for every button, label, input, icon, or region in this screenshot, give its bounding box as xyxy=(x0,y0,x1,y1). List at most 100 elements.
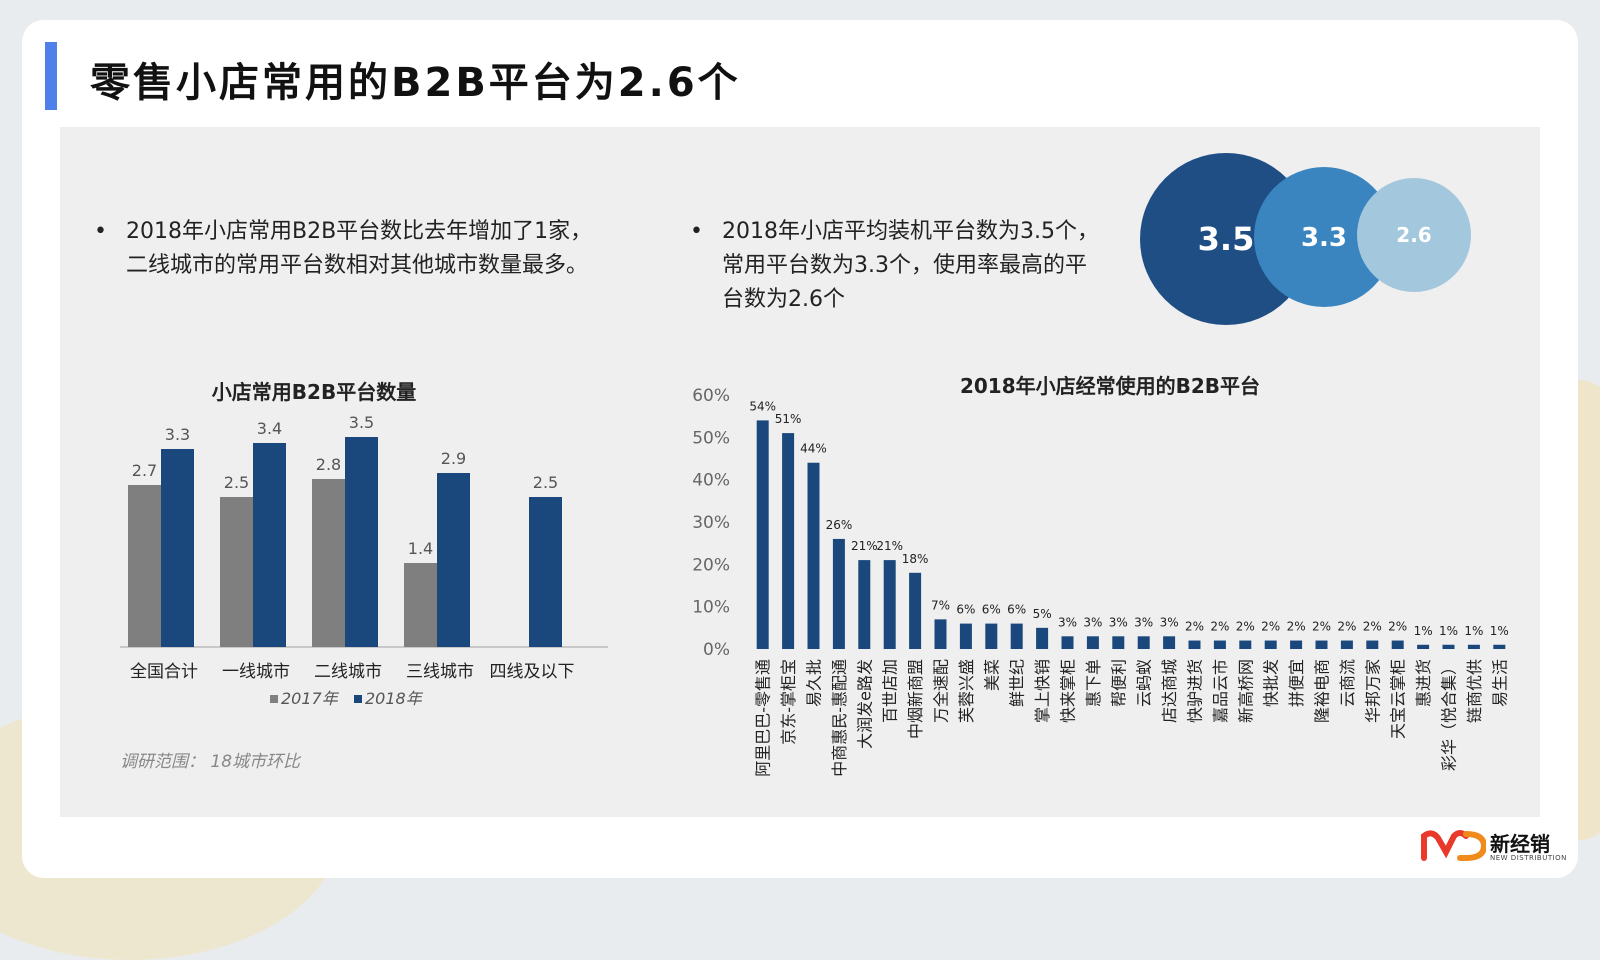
x-tick-label: 拼便宜 xyxy=(1287,659,1306,707)
data-label: 54% xyxy=(749,399,776,413)
data-label: 3% xyxy=(1109,615,1128,629)
data-label: 6% xyxy=(1007,603,1026,617)
bubble-3 xyxy=(1357,178,1471,292)
page-title: 零售小店常用的B2B平台为2.6个 xyxy=(90,60,741,106)
x-tick-label: 大润发e路发 xyxy=(855,659,874,749)
x-tick-label: 美菜 xyxy=(982,659,1001,691)
data-label: 26% xyxy=(826,518,853,532)
bullet-mark: • xyxy=(94,219,107,244)
logo-icon xyxy=(1421,830,1488,861)
x-tick-label: 中烟新商盟 xyxy=(906,659,925,739)
bubble-2 xyxy=(1254,167,1394,307)
bar-2018年-二线城市 xyxy=(345,437,378,647)
x-tick-label: 帮便利 xyxy=(1109,659,1128,707)
data-label: 3% xyxy=(1160,615,1179,629)
x-tick-label: 百世店加 xyxy=(881,659,900,723)
x-tick-label: 链商优供 xyxy=(1465,659,1484,723)
bar-大润发e路发 xyxy=(858,560,871,649)
bar-2017年-三线城市 xyxy=(404,563,437,647)
data-label: 2% xyxy=(1388,620,1407,634)
slide-card: 零售小店常用的B2B平台为2.6个 • 2018年小店常用B2B平台数比去年增加… xyxy=(22,20,1578,878)
y-tick-label: 30% xyxy=(692,513,730,533)
legend-label: 2017年 xyxy=(281,689,340,708)
logo-wordmark: 新经销 xyxy=(1490,832,1550,856)
x-tick-label: 一线城市 xyxy=(222,662,290,682)
frequent-platforms-chart: 2018年小店经常使用的B2B平台 0% 10% 20% 30% 40% 50% 60% 54%… xyxy=(692,374,1509,777)
data-label: 2% xyxy=(1312,620,1331,634)
bubble-label-2: 3.3 xyxy=(1301,223,1347,253)
x-tick-label: 掌上快销 xyxy=(1033,659,1052,723)
bar-美菜 xyxy=(985,623,998,649)
data-label: 2.8 xyxy=(316,455,341,474)
x-tick-label: 新高桥网 xyxy=(1236,659,1255,723)
data-label: 21% xyxy=(876,539,903,553)
data-label: 1% xyxy=(1490,624,1509,638)
bar-新高桥网 xyxy=(1239,640,1252,649)
bar-隆裕电商 xyxy=(1315,640,1328,649)
y-tick-label: 50% xyxy=(692,428,730,448)
bar-阿里巴巴-零售通 xyxy=(756,420,769,649)
data-label: 1% xyxy=(1439,624,1458,638)
logo-subtitle: NEW DISTRIBUTION xyxy=(1490,854,1567,862)
bar-易久批 xyxy=(807,462,820,649)
x-tick-label: 三线城市 xyxy=(406,662,474,682)
data-label: 3.4 xyxy=(257,419,282,438)
data-label: 3.5 xyxy=(349,413,374,432)
bar-中商惠民-惠配通 xyxy=(832,538,845,649)
data-label: 2% xyxy=(1363,620,1382,634)
legend-swatch-2017年 xyxy=(270,695,278,703)
bar-店达商城 xyxy=(1163,636,1176,649)
bar-2018年-四线及以下 xyxy=(529,497,562,647)
data-label: 51% xyxy=(775,412,802,426)
bar-链商优供 xyxy=(1467,644,1480,649)
bar-华邦万家 xyxy=(1366,640,1379,649)
bar-云蚂蚁 xyxy=(1137,636,1150,649)
x-tick-label: 云蚂蚁 xyxy=(1135,659,1154,707)
bubble-label-1: 3.5 xyxy=(1198,220,1255,258)
data-label: 3.3 xyxy=(165,425,190,444)
bar-京东-掌柜宝 xyxy=(782,433,795,649)
bullet-text: 2018年小店平均装机平台数为3.5个， 常用平台数为3.3个，使用率最高的平 … xyxy=(722,219,1099,312)
data-label: 5% xyxy=(1033,607,1052,621)
data-label: 3% xyxy=(1083,615,1102,629)
x-tick-label: 快来掌柜 xyxy=(1059,659,1078,723)
x-tick-label: 店达商城 xyxy=(1160,659,1179,723)
bullet-text: 2018年小店常用B2B平台数比去年增加了1家， 二线城市的常用平台数相对其他城… xyxy=(126,219,593,278)
bullet-mark: • xyxy=(690,219,703,244)
data-label: 1.4 xyxy=(408,539,433,558)
x-tick-label: 嘉品云市 xyxy=(1211,659,1230,723)
data-label: 44% xyxy=(800,442,827,456)
data-label: 2% xyxy=(1210,620,1229,634)
bar-拼便宜 xyxy=(1290,640,1303,649)
data-label: 6% xyxy=(982,603,1001,617)
x-tick-label: 阿里巴巴-零售通 xyxy=(754,659,773,777)
bar-惠进货 xyxy=(1417,644,1430,649)
y-tick-label: 0% xyxy=(703,640,730,660)
x-tick-label: 惠进货 xyxy=(1414,659,1433,707)
bar-快批发 xyxy=(1264,640,1277,649)
bar-鲜世纪 xyxy=(1010,623,1023,649)
bar-掌上快销 xyxy=(1036,627,1049,649)
bar-2017年-二线城市 xyxy=(312,479,345,647)
x-tick-label: 四线及以下 xyxy=(490,662,575,682)
data-label: 2% xyxy=(1185,620,1204,634)
bullet-point-2: • 2018年小店平均装机平台数为3.5个， 常用平台数为3.3个，使用率最高的… xyxy=(690,215,1122,317)
bar-2018年-全国合计 xyxy=(161,449,194,647)
bar-帮便利 xyxy=(1112,636,1125,649)
x-tick-label: 易生活 xyxy=(1490,659,1509,707)
legend-swatch-2018年 xyxy=(354,695,362,703)
data-label: 18% xyxy=(902,552,929,566)
x-tick-label: 惠下单 xyxy=(1084,659,1103,707)
data-label: 3% xyxy=(1134,615,1153,629)
x-tick-label: 彩华（悦合集） xyxy=(1440,659,1459,771)
chart-title: 2018年小店经常使用的B2B平台 xyxy=(960,374,1260,398)
data-label: 3% xyxy=(1058,615,1077,629)
data-label: 2% xyxy=(1236,620,1255,634)
data-label: 2.7 xyxy=(132,461,157,480)
data-label: 2% xyxy=(1337,620,1356,634)
x-tick-label: 鲜世纪 xyxy=(1008,659,1027,707)
content-panel: • 2018年小店常用B2B平台数比去年增加了1家， 二线城市的常用平台数相对其… xyxy=(60,127,1540,817)
x-tick-label: 芙蓉兴盛 xyxy=(957,659,976,723)
data-label: 6% xyxy=(956,603,975,617)
bar-易生活 xyxy=(1493,644,1506,649)
